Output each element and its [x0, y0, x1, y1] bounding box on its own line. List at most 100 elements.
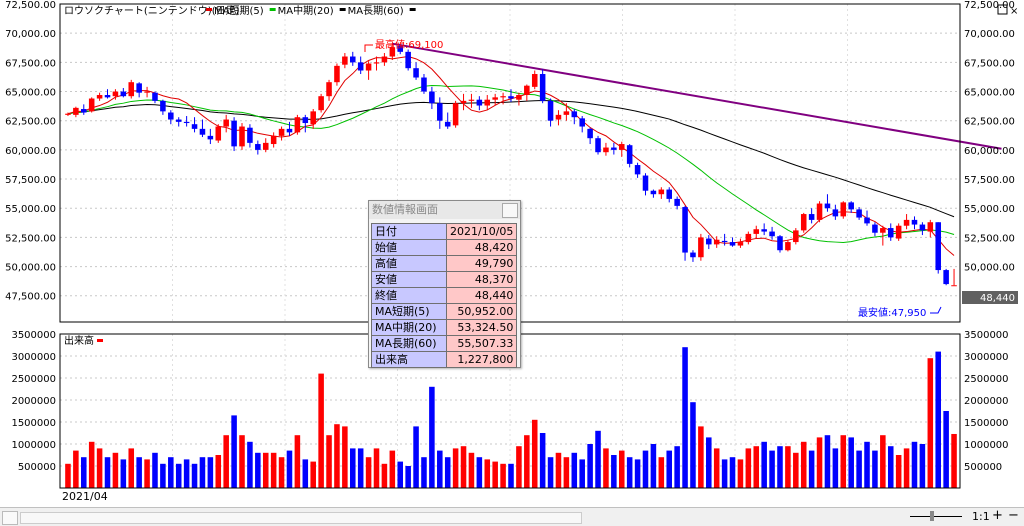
volume-bar[interactable]: [286, 450, 293, 488]
volume-bar[interactable]: [919, 444, 926, 488]
volume-bar[interactable]: [270, 452, 277, 488]
candle-body[interactable]: [207, 135, 214, 140]
candle-body[interactable]: [587, 128, 593, 139]
candle-body[interactable]: [769, 231, 775, 237]
candle-body[interactable]: [951, 285, 957, 287]
candle-body[interactable]: [524, 85, 530, 96]
candle-body[interactable]: [144, 91, 150, 93]
volume-bar[interactable]: [793, 452, 799, 488]
candle-body[interactable]: [856, 209, 862, 218]
candle-body[interactable]: [563, 111, 570, 115]
volume-bar[interactable]: [721, 459, 728, 488]
volume-bars[interactable]: [65, 347, 957, 488]
candle-body[interactable]: [927, 222, 934, 232]
volume-bar[interactable]: [437, 450, 443, 488]
volume-bar[interactable]: [618, 450, 625, 488]
volume-bar[interactable]: [357, 448, 364, 488]
candle-body[interactable]: [539, 74, 546, 101]
candle-body[interactable]: [73, 107, 79, 115]
info-panel[interactable]: 数値情報画面 日付 2021/10/05 始値 48,420 高値 49,790 安値 48,…: [368, 200, 521, 368]
volume-bar[interactable]: [152, 452, 158, 488]
candle-body[interactable]: [690, 252, 696, 258]
candle-body[interactable]: [745, 233, 752, 243]
scroll-track[interactable]: [20, 512, 582, 524]
volume-bar[interactable]: [302, 459, 309, 488]
volume-bar[interactable]: [81, 457, 87, 488]
candle-body[interactable]: [373, 62, 380, 64]
volume-bar[interactable]: [595, 430, 601, 488]
volume-bar[interactable]: [255, 452, 261, 488]
volume-bar[interactable]: [96, 448, 103, 488]
horizontal-scrollbar[interactable]: 1:1 + −: [0, 507, 1024, 526]
candle-body[interactable]: [634, 165, 641, 175]
volume-bar[interactable]: [350, 448, 356, 488]
volume-bar[interactable]: [808, 450, 815, 488]
volume-bar[interactable]: [136, 457, 142, 488]
volume-bar[interactable]: [191, 463, 198, 488]
volume-bar[interactable]: [500, 463, 506, 488]
volume-bar[interactable]: [911, 441, 918, 488]
candle-body[interactable]: [721, 240, 728, 243]
volume-bar[interactable]: [951, 433, 957, 488]
volume-bar[interactable]: [516, 446, 522, 488]
candle-body[interactable]: [911, 219, 918, 225]
volume-bar[interactable]: [239, 435, 245, 488]
candle-body[interactable]: [872, 224, 878, 233]
volume-bar[interactable]: [342, 426, 348, 488]
volume-bar[interactable]: [682, 347, 688, 488]
candle-body[interactable]: [824, 203, 831, 209]
candle-body[interactable]: [777, 236, 783, 251]
volume-bar[interactable]: [856, 450, 862, 488]
close-x-icon[interactable]: ×: [1010, 6, 1018, 17]
candle-body[interactable]: [895, 225, 902, 239]
candle-body[interactable]: [397, 46, 404, 52]
candle-body[interactable]: [199, 128, 206, 135]
zoom-slider-handle[interactable]: [930, 511, 934, 521]
candle-body[interactable]: [429, 91, 435, 104]
corner-icons[interactable]: ×: [997, 4, 1018, 17]
volume-bar[interactable]: [476, 457, 483, 488]
candle-body[interactable]: [579, 118, 585, 127]
candle-body[interactable]: [713, 239, 720, 245]
volume-bar[interactable]: [460, 446, 467, 488]
volume-bar[interactable]: [864, 441, 870, 488]
volume-bar[interactable]: [144, 459, 150, 488]
candle-body[interactable]: [460, 100, 467, 104]
candle-body[interactable]: [262, 142, 269, 150]
candle-body[interactable]: [231, 120, 237, 147]
volume-bar[interactable]: [373, 448, 380, 488]
volume-bar[interactable]: [492, 461, 498, 488]
volume-bar[interactable]: [872, 450, 878, 488]
volume-bar[interactable]: [698, 426, 704, 488]
volume-bar[interactable]: [832, 448, 839, 488]
candle-body[interactable]: [286, 128, 293, 133]
candle-body[interactable]: [215, 126, 222, 141]
candle-body[interactable]: [112, 91, 119, 97]
candle-body[interactable]: [729, 242, 736, 246]
volume-bar[interactable]: [816, 437, 823, 488]
volume-bar[interactable]: [318, 373, 324, 488]
candle-body[interactable]: [389, 47, 396, 57]
candle-body[interactable]: [808, 214, 815, 220]
volume-bar[interactable]: [777, 446, 783, 488]
candle-body[interactable]: [832, 209, 839, 217]
candle-body[interactable]: [88, 98, 95, 112]
candle-body[interactable]: [405, 51, 411, 69]
candle-body[interactable]: [476, 99, 483, 106]
volume-bar[interactable]: [690, 402, 696, 488]
candle-body[interactable]: [468, 99, 475, 101]
volume-bar[interactable]: [120, 459, 127, 488]
candle-body[interactable]: [682, 207, 688, 253]
candle-body[interactable]: [413, 68, 419, 78]
candle-body[interactable]: [816, 203, 823, 220]
candle-body[interactable]: [381, 56, 388, 63]
candle-body[interactable]: [223, 119, 229, 127]
volume-bar[interactable]: [310, 461, 316, 488]
volume-bar[interactable]: [389, 450, 396, 488]
volume-bar[interactable]: [887, 446, 894, 488]
volume-bar[interactable]: [429, 386, 435, 488]
volume-bar[interactable]: [104, 457, 111, 488]
candle-body[interactable]: [800, 214, 807, 231]
candle-body[interactable]: [136, 83, 142, 93]
candle-body[interactable]: [128, 82, 135, 97]
